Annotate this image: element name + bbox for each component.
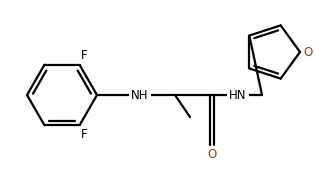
Text: F: F	[81, 49, 88, 62]
Text: O: O	[207, 149, 217, 161]
Text: HN: HN	[229, 88, 247, 101]
Text: NH: NH	[131, 88, 149, 101]
Text: F: F	[81, 128, 88, 141]
Text: O: O	[303, 45, 312, 59]
